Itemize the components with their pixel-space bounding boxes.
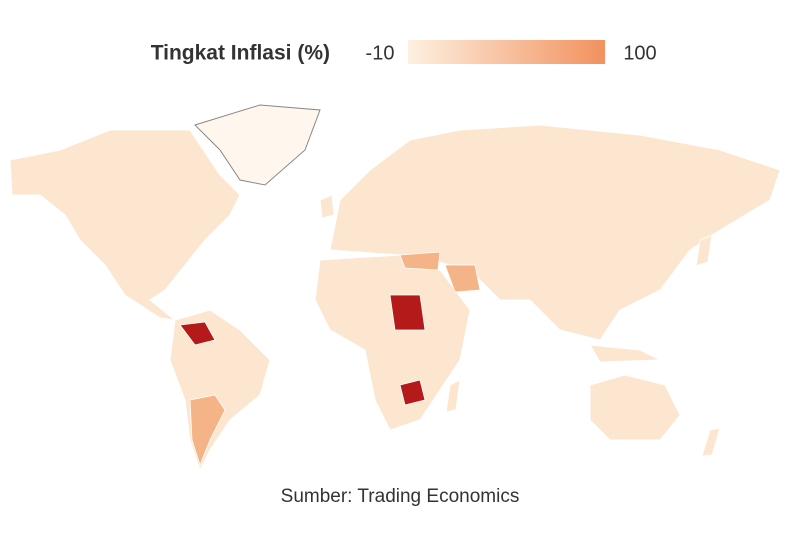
sudan: [389, 294, 426, 331]
world-map: [9, 104, 781, 472]
legend-min: -10: [366, 42, 395, 64]
turkey: [399, 251, 441, 271]
madagascar: [445, 379, 461, 413]
indonesia: [589, 344, 661, 363]
argentina: [189, 394, 226, 467]
legend-scale: [408, 40, 605, 64]
legend-max: 100: [623, 42, 656, 64]
source: Sumber: Trading Economics: [281, 486, 520, 507]
venezuela: [179, 321, 216, 346]
south-america: [169, 309, 271, 472]
uk: [319, 194, 335, 219]
zimbabwe: [399, 379, 426, 406]
new-zealand: [701, 427, 721, 457]
north-america: [9, 129, 241, 321]
australia: [589, 374, 681, 441]
greenland: [194, 104, 321, 186]
legend-title: Tingkat Inflasi (%): [151, 42, 330, 65]
iran: [444, 264, 481, 293]
japan: [695, 234, 713, 267]
africa: [314, 254, 471, 431]
